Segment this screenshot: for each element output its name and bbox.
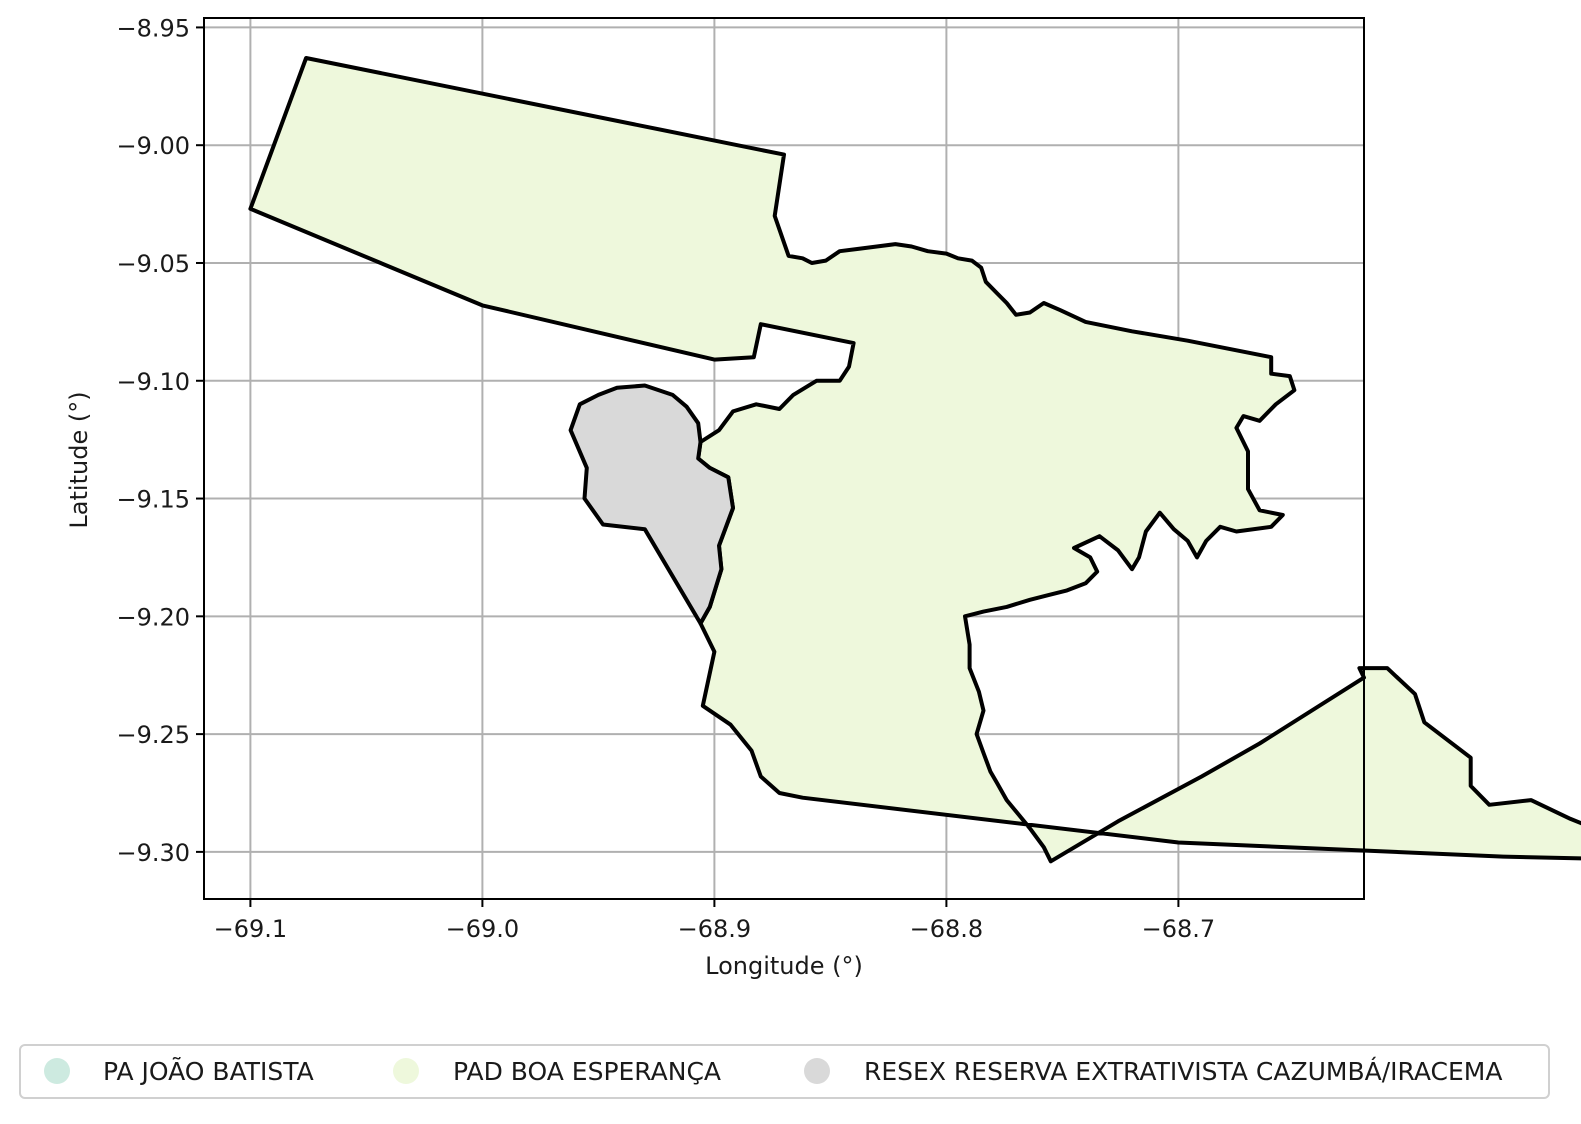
x-tick-label: −69.0 (446, 915, 520, 943)
y-tick-label: −9.05 (116, 250, 190, 278)
plot-frame (203, 17, 1365, 900)
y-tick-label: −9.10 (116, 368, 190, 396)
legend-marker-pad-boa-esperanca (393, 1058, 419, 1084)
legend-label-resex-cazumba-iracema: RESEX RESERVA EXTRATIVISTA CAZUMBÁ/IRACE… (864, 1057, 1502, 1086)
legend-marker-resex-cazumba-iracema (804, 1058, 830, 1084)
y-tick-label: −9.30 (116, 839, 190, 867)
x-axis-label: Longitude (°) (705, 952, 863, 980)
region-pad-boa-esperanca (248, 56, 1581, 864)
legend-label-pad-boa-esperanca: PAD BOA ESPERANÇA (453, 1057, 721, 1086)
region-resex-reserva-extrativista-cazumba-iracema (568, 383, 735, 626)
x-tick-label: −68.8 (910, 915, 984, 943)
legend-box (19, 1044, 1550, 1099)
legend-marker-pa-joao-batista (44, 1058, 70, 1084)
y-tick-label: −9.15 (116, 486, 190, 514)
y-tick-label: −8.95 (116, 14, 190, 42)
x-tick-label: −69.1 (214, 915, 288, 943)
x-tick-label: −68.7 (1142, 915, 1216, 943)
legend-label-pa-joao-batista: PA JOÃO BATISTA (103, 1056, 314, 1086)
y-tick-label: −9.20 (116, 603, 190, 631)
axis-ticks: −69.1 −69.0 −68.9 −68.8 −68.7 −8.95 −9.00 −9.05… (116, 14, 1215, 943)
legend: PA JOÃO BATISTA PAD BOA ESPERANÇA RESEX … (19, 1044, 1550, 1099)
y-axis-label: Latitude (°) (65, 391, 93, 528)
y-tick-label: −9.25 (116, 721, 190, 749)
x-tick-label: −68.9 (678, 915, 752, 943)
y-tick-label: −9.00 (116, 132, 190, 160)
regions (248, 56, 1581, 864)
